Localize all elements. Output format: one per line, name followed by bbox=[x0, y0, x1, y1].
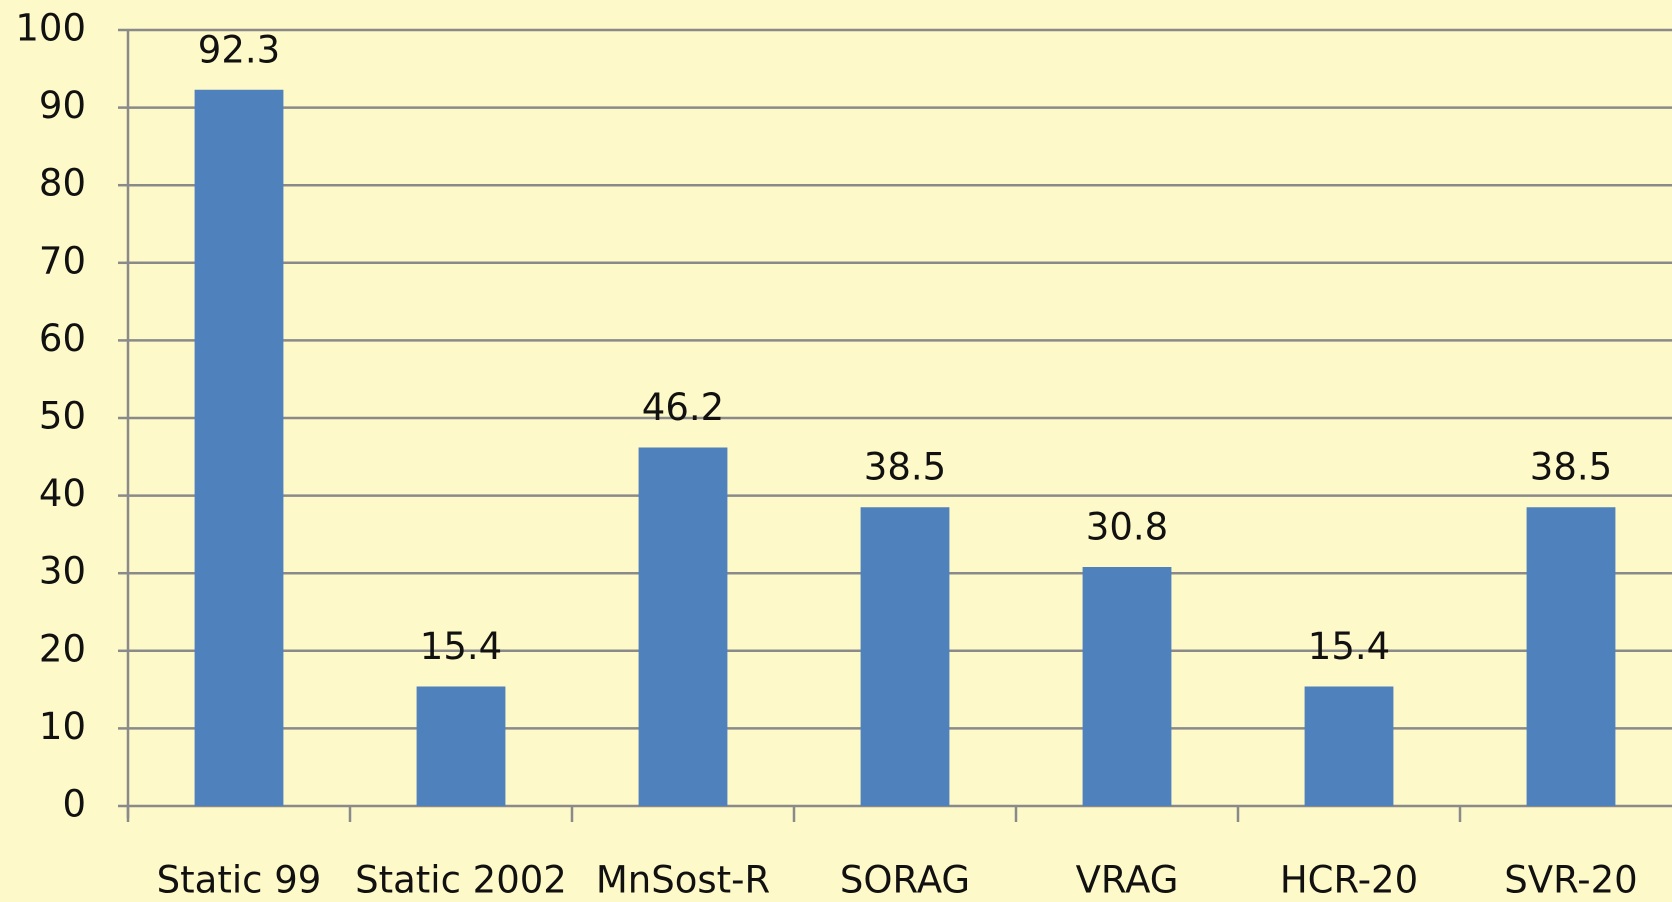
bar bbox=[416, 686, 506, 806]
y-tick-label: 100 bbox=[15, 7, 86, 50]
data-label: 38.5 bbox=[1530, 446, 1612, 489]
x-tick-label: Static 99 bbox=[157, 859, 322, 902]
bar bbox=[1082, 566, 1172, 806]
x-tick-label: Static 2002 bbox=[355, 859, 567, 902]
x-tick-label: SVR-20 bbox=[1504, 859, 1637, 902]
y-tick-label: 70 bbox=[39, 239, 86, 282]
data-label: 92.3 bbox=[198, 28, 280, 71]
y-tick-label: 80 bbox=[39, 162, 86, 205]
data-label: 46.2 bbox=[642, 386, 724, 429]
data-label: 15.4 bbox=[1308, 625, 1390, 668]
data-label: 38.5 bbox=[864, 446, 946, 489]
y-tick-label: 30 bbox=[39, 550, 86, 593]
x-tick-label: MnSost-R bbox=[596, 859, 770, 902]
y-tick-label: 0 bbox=[62, 783, 86, 826]
y-tick-label: 20 bbox=[39, 627, 86, 670]
x-tick-label: VRAG bbox=[1076, 859, 1179, 902]
bar bbox=[638, 447, 728, 806]
y-tick-label: 50 bbox=[39, 395, 86, 438]
bar bbox=[860, 507, 950, 806]
y-tick-label: 90 bbox=[39, 84, 86, 127]
data-label: 15.4 bbox=[420, 625, 502, 668]
bar bbox=[1304, 686, 1394, 806]
x-tick-label: SORAG bbox=[840, 859, 970, 902]
y-tick-label: 40 bbox=[39, 472, 86, 515]
bar bbox=[1526, 507, 1616, 806]
data-label: 30.8 bbox=[1086, 505, 1168, 548]
y-tick-label: 10 bbox=[39, 705, 86, 748]
y-tick-label: 60 bbox=[39, 317, 86, 360]
x-tick-label: HCR-20 bbox=[1280, 859, 1418, 902]
bar bbox=[194, 89, 284, 806]
